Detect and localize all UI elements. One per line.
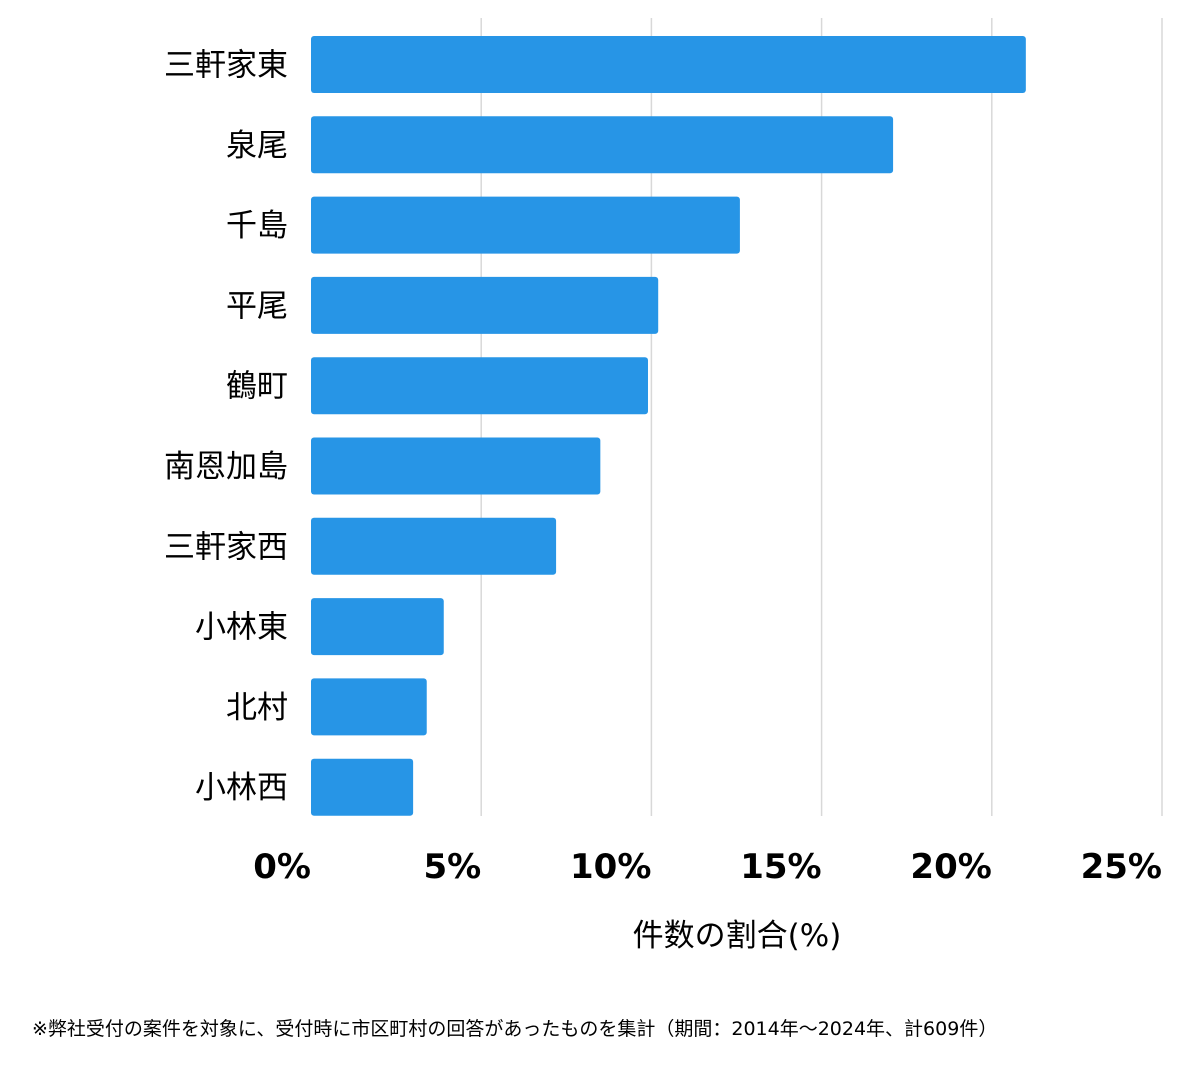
- category-label: 泉尾: [226, 128, 288, 164]
- bar: [311, 116, 894, 174]
- category-label: 千島: [226, 208, 288, 244]
- x-tick-label: 10%: [570, 847, 651, 887]
- bar: [311, 357, 648, 415]
- category-label: 南恩加島: [164, 449, 288, 485]
- category-label: 三軒家西: [164, 529, 288, 565]
- bar: [311, 196, 740, 254]
- x-tick-label: 25%: [1081, 847, 1162, 887]
- x-axis-title: 件数の割合(%): [633, 918, 842, 954]
- bar: [311, 36, 1026, 93]
- category-label: 小林西: [195, 770, 288, 806]
- x-tick-labels: 0% 5% 10% 15% 20% 25%: [253, 847, 1162, 887]
- footnote: ※弊社受付の案件を対象に、受付時に市区町村の回答があったものを集計（期間：201…: [32, 1018, 998, 1040]
- bar: [311, 598, 444, 656]
- category-label: 小林東: [195, 610, 288, 646]
- bar: [311, 437, 601, 495]
- bar: [311, 276, 659, 334]
- bars: [311, 36, 1026, 816]
- category-label: 三軒家東: [164, 48, 288, 84]
- x-tick-label: 20%: [910, 847, 991, 887]
- category-label: 鶴町: [226, 369, 288, 405]
- x-tick-label: 0%: [253, 847, 311, 887]
- x-tick-label: 5%: [423, 847, 481, 887]
- bar: [311, 678, 427, 736]
- x-tick-label: 15%: [740, 847, 821, 887]
- category-label: 平尾: [226, 288, 288, 324]
- category-label: 北村: [226, 690, 288, 726]
- bar: [311, 517, 557, 575]
- bar: [311, 758, 414, 816]
